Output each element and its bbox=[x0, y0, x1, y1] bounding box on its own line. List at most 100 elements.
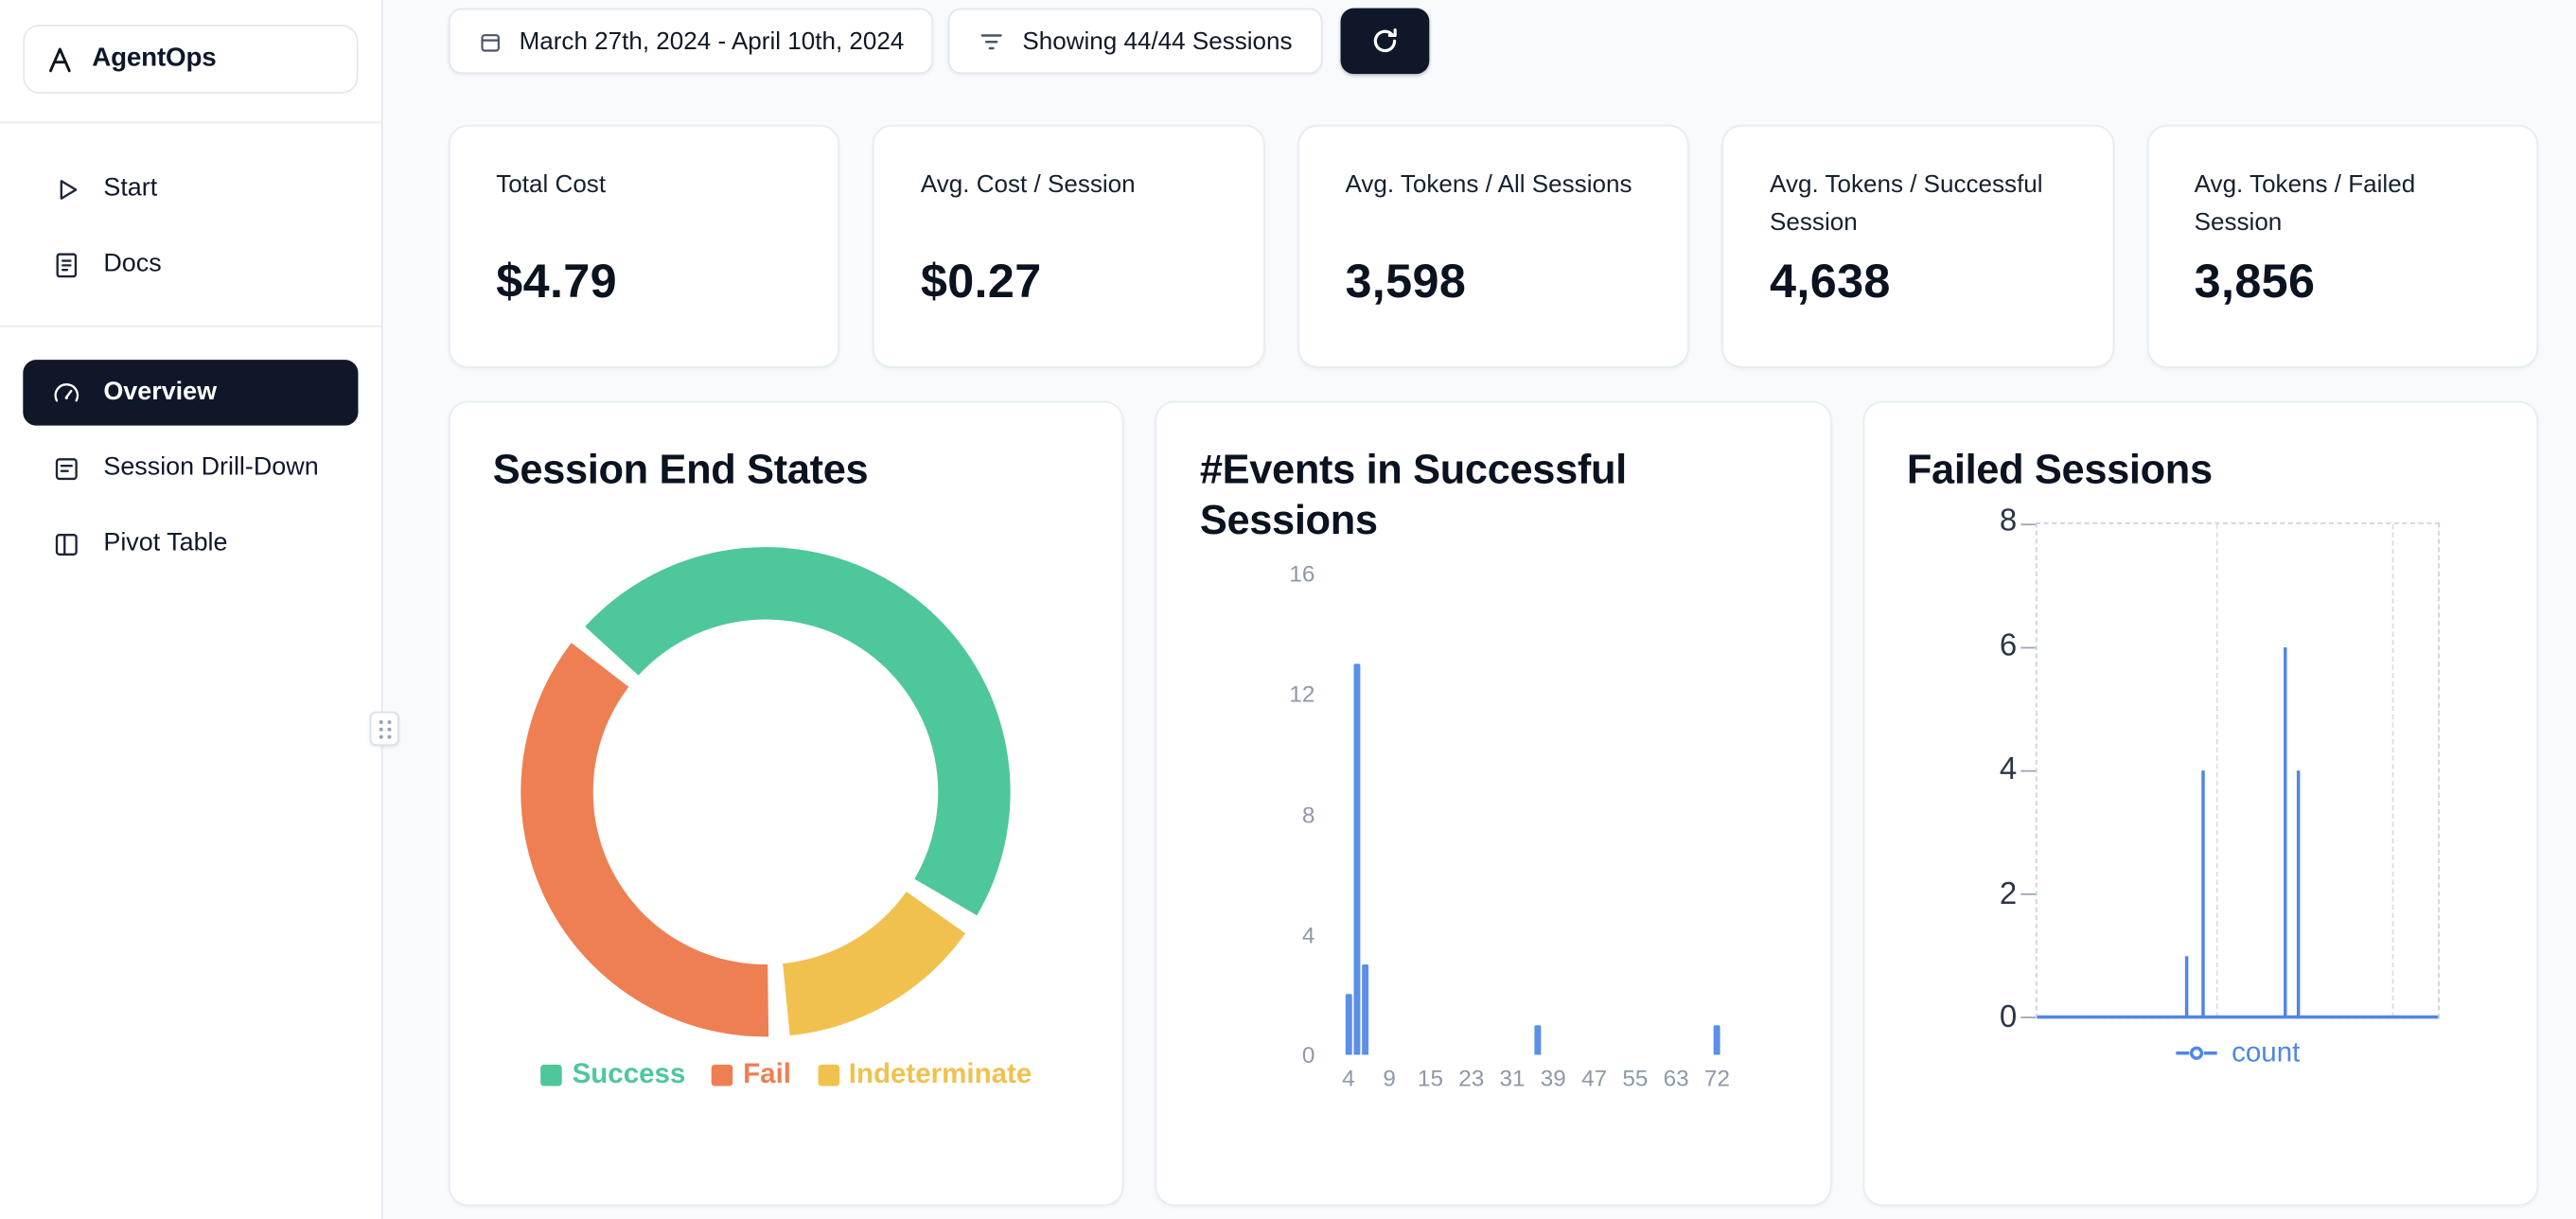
legend-item-success: Success bbox=[540, 1057, 686, 1091]
stat-card: Total Cost $4.79 bbox=[448, 124, 840, 368]
stat-card: Avg. Tokens / Failed Session 3,856 bbox=[2146, 124, 2539, 368]
x-tick-label: 72 bbox=[1703, 1064, 1730, 1091]
y-tick-label: 16 bbox=[1289, 559, 1315, 587]
stat-value: 4,638 bbox=[1770, 256, 1891, 309]
list-box-icon bbox=[51, 452, 82, 484]
count-spike bbox=[2201, 770, 2205, 1017]
count-baseline bbox=[2037, 1015, 2438, 1019]
sidebar-item-start[interactable]: Start bbox=[23, 156, 358, 221]
events-plot-area: 4 9 15 23 31 39 47 55 63 72 bbox=[1328, 574, 1738, 1091]
line-marker-icon bbox=[2176, 1046, 2218, 1060]
events-histogram: 0 4 8 12 16 4 9 15 23 31 39 47 55 63 72 bbox=[1200, 560, 1787, 1091]
stat-value: 3,598 bbox=[1345, 256, 1467, 309]
sidebar-item-label: Session Drill-Down bbox=[103, 453, 319, 482]
topbar: March 27th, 2024 - April 10th, 2024 Show… bbox=[448, 8, 2538, 75]
grid-line bbox=[2391, 523, 2393, 1017]
session-end-states-card: Session End States Success Fail Indetermin… bbox=[448, 400, 1124, 1207]
y-tick-label: 6 bbox=[1999, 628, 2018, 663]
count-spike bbox=[2283, 646, 2287, 1017]
events-y-axis: 0 4 8 12 16 bbox=[1200, 560, 1328, 1068]
failed-y-axis: 0 2 4 6 8 bbox=[1907, 504, 2035, 1035]
histogram-bar bbox=[1361, 964, 1368, 1055]
sidebar-item-label: Start bbox=[103, 174, 158, 203]
stat-label: Avg. Tokens / All Sessions bbox=[1345, 170, 1632, 200]
x-tick-label: 15 bbox=[1417, 1064, 1443, 1091]
session-end-states-donut bbox=[520, 547, 1011, 1037]
legend-label: Fail bbox=[743, 1057, 791, 1089]
count-legend-label: count bbox=[2232, 1036, 2301, 1069]
count-spike bbox=[2185, 955, 2189, 1017]
sidebar-item-overview[interactable]: Overview bbox=[23, 360, 359, 426]
stat-card: Avg. Tokens / All Sessions 3,598 bbox=[1297, 124, 1689, 368]
events-histogram-card: #Events in Successful Sessions 0 4 8 12 16 4… bbox=[1155, 400, 1832, 1207]
sidebar-item-docs[interactable]: Docs bbox=[23, 232, 358, 297]
sidebar-divider bbox=[0, 325, 381, 327]
donut-legend: Success Fail Indeterminate bbox=[493, 1058, 1080, 1091]
legend-swatch bbox=[540, 1064, 563, 1086]
columns-icon bbox=[51, 528, 82, 559]
failed-plot-area bbox=[2020, 522, 2440, 1019]
x-tick-label: 55 bbox=[1622, 1064, 1649, 1091]
date-range-button[interactable]: March 27th, 2024 - April 10th, 2024 bbox=[448, 8, 934, 75]
legend-item-fail: Fail bbox=[712, 1058, 791, 1091]
document-icon bbox=[51, 249, 82, 280]
sidebar-resize-handle[interactable] bbox=[369, 711, 399, 747]
date-range-label: March 27th, 2024 - April 10th, 2024 bbox=[519, 26, 905, 56]
y-tick-label: 4 bbox=[1999, 752, 2018, 787]
legend-label: Indeterminate bbox=[848, 1057, 1032, 1089]
sidebar-nav-top: Start Docs bbox=[0, 156, 381, 297]
sessions-filter-button[interactable]: Showing 44/44 Sessions bbox=[948, 8, 1322, 75]
brand[interactable]: AgentOps bbox=[23, 25, 359, 94]
x-tick-label: 9 bbox=[1383, 1064, 1396, 1091]
sidebar: AgentOps Start Docs bbox=[0, 0, 399, 1219]
y-tick-mark bbox=[2020, 645, 2036, 649]
sidebar-item-label: Overview bbox=[103, 378, 218, 406]
main-content: March 27th, 2024 - April 10th, 2024 Show… bbox=[382, 0, 2576, 1219]
y-tick-label: 8 bbox=[1301, 801, 1315, 828]
gauge-icon bbox=[51, 377, 82, 408]
stat-label: Avg. Tokens / Failed Session bbox=[2194, 170, 2416, 237]
stat-label: Avg. Tokens / Successful Session bbox=[1770, 170, 2043, 237]
refresh-button[interactable] bbox=[1339, 8, 1429, 75]
count-spike bbox=[2297, 770, 2302, 1017]
sidebar-item-label: Docs bbox=[103, 249, 162, 278]
charts-row: Session End States Success Fail Indetermin… bbox=[448, 400, 2539, 1207]
count-legend: count bbox=[2035, 1036, 2439, 1069]
x-tick-label: 31 bbox=[1499, 1064, 1526, 1091]
calendar-icon bbox=[478, 28, 503, 53]
sessions-filter-label: Showing 44/44 Sessions bbox=[1022, 26, 1293, 56]
stat-label: Avg. Cost / Session bbox=[920, 170, 1136, 200]
y-tick-label: 4 bbox=[1301, 921, 1315, 948]
sidebar-item-pivot-table[interactable]: Pivot Table bbox=[23, 511, 358, 576]
grid-line bbox=[2216, 523, 2219, 1017]
y-tick-mark bbox=[2020, 522, 2036, 526]
y-tick-label: 12 bbox=[1289, 680, 1315, 707]
y-tick-mark bbox=[2020, 768, 2036, 772]
sidebar-item-session-drill-down[interactable]: Session Drill-Down bbox=[23, 435, 358, 501]
x-tick-label: 47 bbox=[1581, 1064, 1608, 1091]
y-tick-mark bbox=[2020, 1016, 2036, 1018]
donut-slice-indeterminate bbox=[782, 891, 966, 1036]
failed-sessions-chart: 0 2 4 6 8 bbox=[1907, 504, 2494, 1035]
x-tick-label: 63 bbox=[1663, 1064, 1689, 1091]
chart-title: #Events in Successful Sessions bbox=[1199, 447, 1627, 544]
legend-item-indeterminate: Indeterminate bbox=[817, 1057, 1032, 1091]
y-tick-label: 0 bbox=[1301, 1041, 1315, 1069]
stat-card: Avg. Tokens / Successful Session 4,638 bbox=[1721, 124, 2114, 368]
stat-card: Avg. Cost / Session $0.27 bbox=[873, 124, 1265, 368]
y-tick-mark bbox=[2020, 892, 2036, 895]
y-tick-label: 2 bbox=[1999, 876, 2018, 911]
filter-icon bbox=[978, 27, 1006, 56]
x-tick-label: 4 bbox=[1342, 1064, 1355, 1091]
histogram-bar bbox=[1345, 994, 1352, 1055]
x-tick-label: 23 bbox=[1458, 1064, 1485, 1091]
histogram-bar bbox=[1713, 1024, 1720, 1055]
y-tick-label: 0 bbox=[1999, 1000, 2018, 1035]
legend-swatch bbox=[817, 1064, 839, 1086]
sidebar-divider bbox=[0, 121, 381, 124]
stats-row: Total Cost $4.79 Avg. Cost / Session $0.27 A… bbox=[448, 124, 2539, 368]
legend-swatch bbox=[712, 1064, 733, 1086]
legend-label: Success bbox=[572, 1057, 686, 1089]
play-icon bbox=[51, 173, 82, 204]
stat-label: Total Cost bbox=[496, 170, 607, 200]
